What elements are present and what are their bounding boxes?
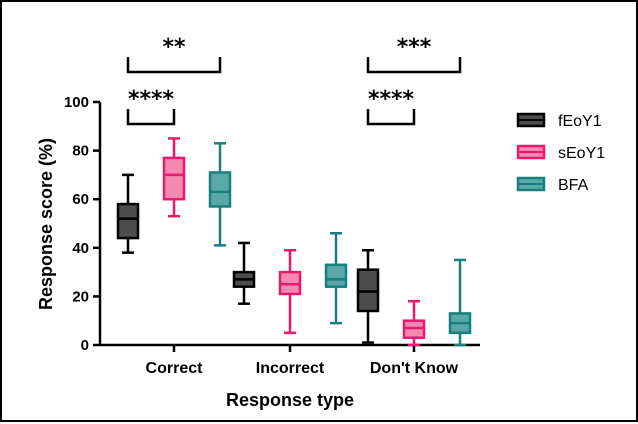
- legend-item-BFA: BFA: [516, 176, 589, 194]
- y-tick-label: 20: [72, 288, 89, 305]
- box-fEoY1-0: [116, 173, 140, 254]
- significance-bracket: ****: [126, 87, 176, 126]
- box-fEoY1-2: [356, 248, 380, 344]
- significance-stars: ****: [368, 87, 415, 112]
- significance-annotations: *************: [126, 35, 462, 126]
- significance-stars: ****: [128, 87, 175, 112]
- legend-item-sEoY1: sEoY1: [516, 144, 605, 162]
- legend: fEoY1 sEoY1 BFA: [516, 112, 605, 194]
- x-tick-label: Correct: [146, 360, 204, 377]
- bracket-line: [126, 109, 176, 126]
- significance-bracket: **: [126, 35, 222, 74]
- legend-item-fEoY1: fEoY1: [516, 112, 602, 130]
- bracket-line: [366, 109, 416, 126]
- legend-label: BFA: [558, 177, 589, 194]
- y-tick-label: 100: [64, 94, 89, 111]
- y-tick-label: 80: [72, 143, 89, 160]
- axes: 0 20 40 60 80 100 Correct Incorrect Don't Know: [64, 94, 480, 377]
- box-iqr: [162, 156, 186, 201]
- y-axis-title: Response score (%): [36, 138, 56, 310]
- legend-label: sEoY1: [558, 145, 605, 162]
- y-tick-label: 60: [72, 191, 89, 208]
- x-tick-label: Incorrect: [256, 360, 325, 377]
- box-iqr: [324, 263, 348, 288]
- box-sEoY1-1: [278, 248, 302, 335]
- bracket-line: [366, 57, 462, 74]
- significance-bracket: ***: [366, 35, 462, 74]
- bracket-line: [126, 57, 222, 74]
- box-fEoY1-1: [232, 241, 256, 305]
- y-tick-label: 0: [81, 337, 89, 354]
- x-tick-label: Don't Know: [370, 360, 459, 377]
- significance-stars: ***: [397, 35, 432, 60]
- significance-stars: **: [162, 35, 186, 60]
- box-BFA-1: [324, 231, 348, 325]
- box-series: [116, 137, 472, 347]
- box-iqr: [208, 171, 232, 208]
- x-axis-title: Response type: [226, 390, 354, 410]
- box-BFA-2: [448, 258, 472, 347]
- box-sEoY1-0: [162, 137, 186, 218]
- box-iqr: [116, 202, 140, 240]
- y-tick-label: 40: [72, 240, 89, 257]
- significance-bracket: ****: [366, 87, 416, 126]
- box-sEoY1-2: [402, 300, 426, 347]
- legend-label: fEoY1: [558, 113, 602, 130]
- box-BFA-0: [208, 142, 232, 247]
